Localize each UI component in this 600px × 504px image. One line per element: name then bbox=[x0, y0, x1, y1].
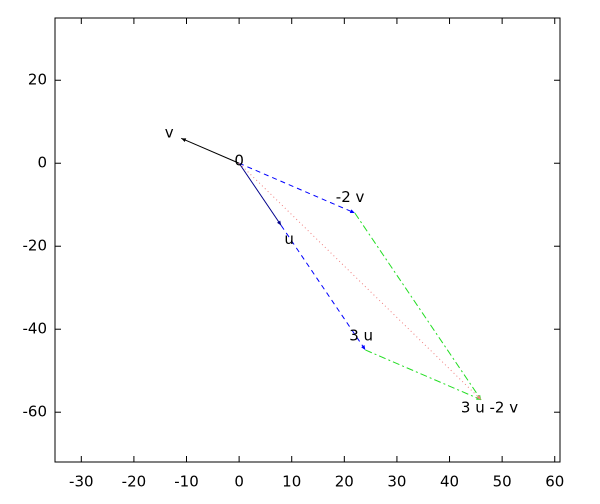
arrow-head bbox=[476, 395, 482, 400]
vector-label: 3 u bbox=[349, 326, 373, 344]
arrow-head bbox=[349, 209, 355, 214]
x-tick-label: -10 bbox=[174, 473, 199, 491]
x-tick-label: 30 bbox=[387, 473, 406, 491]
vector-label: -2 v bbox=[336, 188, 365, 206]
vector bbox=[181, 137, 240, 164]
arrow-head bbox=[277, 220, 282, 226]
vector-label: u bbox=[284, 230, 294, 248]
y-tick-label: -60 bbox=[23, 403, 48, 421]
vector bbox=[280, 225, 366, 351]
vector bbox=[238, 162, 356, 214]
y-tick-label: 20 bbox=[28, 71, 47, 89]
x-tick-label: 50 bbox=[493, 473, 512, 491]
y-tick-label: -20 bbox=[23, 237, 48, 255]
x-tick-label: -30 bbox=[69, 473, 94, 491]
y-tick-label: 0 bbox=[37, 154, 47, 172]
x-tick-label: 0 bbox=[234, 473, 244, 491]
arrow-head bbox=[181, 138, 187, 142]
vector-label: v bbox=[165, 123, 174, 141]
y-tick-label: -40 bbox=[23, 320, 48, 338]
plot-frame bbox=[54, 17, 561, 463]
x-tick-label: -20 bbox=[122, 473, 147, 491]
vector-label: 0 bbox=[234, 152, 244, 170]
vector bbox=[354, 212, 482, 401]
vector bbox=[238, 162, 282, 226]
vector-label: 3 u -2 v bbox=[461, 399, 518, 417]
vector bbox=[365, 349, 482, 401]
x-tick-label: 20 bbox=[335, 473, 354, 491]
x-tick-label: 10 bbox=[282, 473, 301, 491]
vector bbox=[238, 162, 482, 401]
x-tick-label: 40 bbox=[440, 473, 459, 491]
x-tick-label: 60 bbox=[545, 473, 564, 491]
arrow-head bbox=[361, 345, 366, 350]
